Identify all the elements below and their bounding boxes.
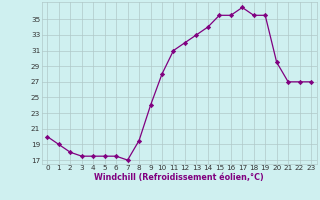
X-axis label: Windchill (Refroidissement éolien,°C): Windchill (Refroidissement éolien,°C) xyxy=(94,173,264,182)
